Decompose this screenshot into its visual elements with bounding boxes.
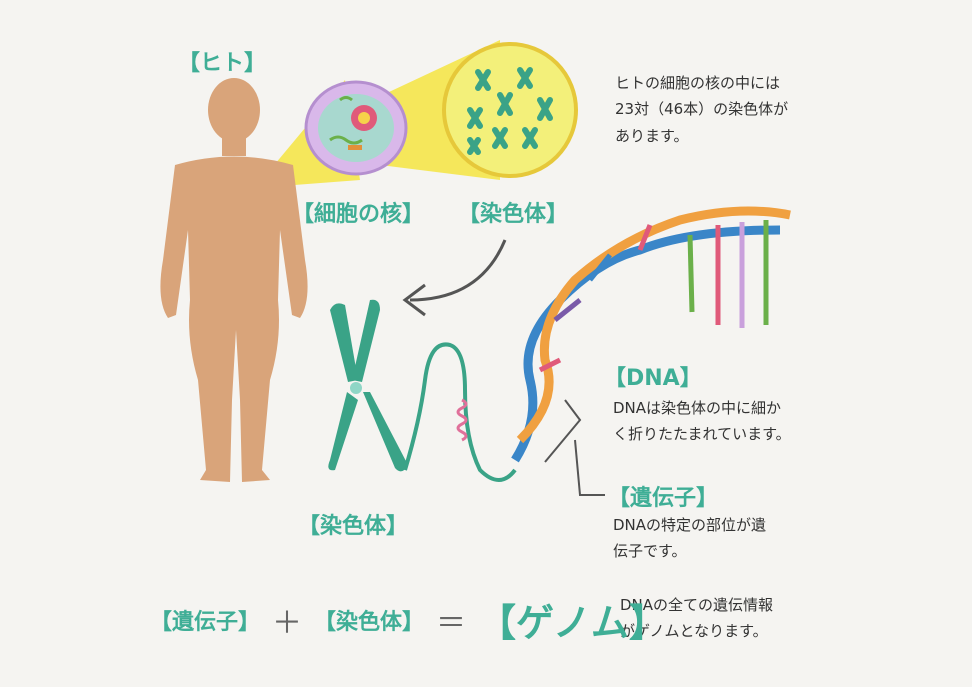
arrow-to-chromosome (409, 239, 507, 302)
formula-equals: ＝ (436, 605, 467, 641)
desc-genome: DNAの全ての遺伝情報 がゲノムとなります。 (620, 596, 774, 641)
formula-plus: ＋ (272, 605, 303, 641)
genome-formula: 【遺伝子】 ＋ 【染色体】 ＝ 【ゲノム】 (150, 592, 667, 647)
formula-gene: 【遺伝子】 (150, 609, 261, 635)
formula-genome: 【ゲノム】 (478, 601, 667, 645)
human-body-figure (160, 78, 308, 482)
gene-bracket (544, 399, 582, 463)
gene-pointer (574, 439, 605, 496)
chromosome-set-circle (442, 42, 578, 178)
label-nucleus: 【細胞の核】 (292, 202, 425, 227)
label-chromosome-bottom: 【染色体】 (298, 514, 409, 539)
cell-illustration (304, 80, 408, 176)
label-human: 【ヒト】 (178, 51, 267, 76)
chromosome-illustration (328, 299, 408, 472)
desc-chromosome: ヒトの細胞の核の中には 23対（46本）の染色体が あります。 (615, 74, 789, 145)
label-dna: 【DNA】 (604, 366, 702, 391)
chromatin-coil (456, 398, 468, 442)
label-gene: 【遺伝子】 (608, 486, 719, 511)
desc-dna: DNAは染色体の中に細か く折りたたまれています。 (613, 399, 791, 444)
desc-gene: DNAの特定の部位が遺 伝子です。 (613, 516, 767, 561)
dna-helix-illustration (511, 206, 791, 463)
formula-chromosome: 【染色体】 (314, 609, 425, 635)
arrow-head (402, 283, 426, 317)
chromatin-strand (403, 342, 517, 482)
label-chromosome-top: 【染色体】 (458, 202, 569, 227)
